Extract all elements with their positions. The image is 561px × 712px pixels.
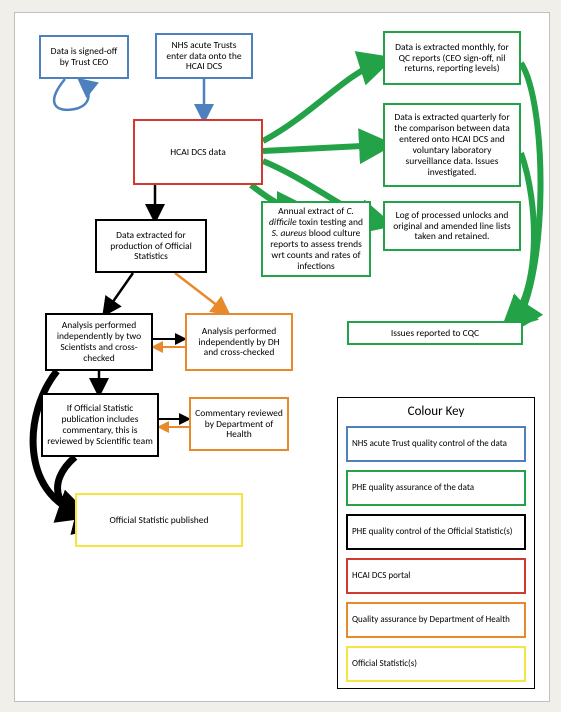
node-analysis-dh: Analysis performed independently by DH a…	[185, 313, 293, 371]
node-text: Data is signed-off by Trust CEO	[45, 46, 123, 68]
arrow-hcai-to-qc2	[263, 145, 383, 151]
arrow-signoff-loop	[54, 79, 88, 110]
node-extract: Data extracted for production of Officia…	[95, 219, 207, 273]
node-text: Data is extracted quarterly for the comp…	[389, 112, 515, 178]
node-commentary: Commentary reviewed by Department of Hea…	[189, 397, 289, 451]
node-text: Analysis performed independently by DH a…	[191, 326, 287, 359]
flowchart-sheet: Data is signed-off by Trust CEO NHS acut…	[14, 12, 550, 702]
node-text: Analysis performed independently by two …	[51, 320, 147, 364]
node-text: Issues reported to CQC	[391, 328, 479, 339]
node-text: Data is extracted monthly, for QC report…	[389, 42, 515, 75]
node-hcai: HCAI DCS data	[133, 119, 263, 185]
colour-key: Colour Key NHS acute Trust quality contr…	[337, 397, 535, 689]
node-text: HCAI DCS data	[170, 147, 226, 158]
node-review: If Official Statistic publication includ…	[41, 393, 159, 457]
node-text: Annual extract of C. difficile toxin tes…	[267, 206, 365, 272]
node-text: Data extracted for production of Officia…	[101, 230, 201, 263]
key-item: Quality assurance by Department of Healt…	[346, 602, 526, 638]
key-title: Colour Key	[338, 398, 534, 419]
key-item: NHS acute Trust quality control of the d…	[346, 426, 526, 462]
node-text: If Official Statistic publication includ…	[47, 403, 153, 447]
key-item: Official Statistic(s)	[346, 646, 526, 682]
node-annual-extract: Annual extract of C. difficile toxin tes…	[261, 201, 371, 277]
node-analysis-phe: Analysis performed independently by two …	[45, 313, 153, 371]
node-qc-monthly: Data is extracted monthly, for QC report…	[383, 31, 521, 85]
node-published: Official Statistic published	[75, 493, 243, 547]
key-item: HCAI DCS portal	[346, 558, 526, 594]
key-item: PHE quality control of the Official Stat…	[346, 514, 526, 550]
node-qc-log: Log of processed unlocks and original an…	[383, 201, 521, 251]
key-item: PHE quality assurance of the data	[346, 470, 526, 506]
node-text: Commentary reviewed by Department of Hea…	[195, 408, 283, 441]
arrow-extract-to-analysisA	[105, 273, 133, 313]
arrow-hcai-to-qc1	[263, 61, 383, 141]
node-text: Official Statistic published	[109, 515, 208, 526]
node-text: NHS acute Trusts enter data onto the HCA…	[161, 40, 247, 73]
node-signoff: Data is signed-off by Trust CEO	[39, 35, 129, 79]
node-qc-quarterly: Data is extracted quarterly for the comp…	[383, 103, 521, 187]
node-enter: NHS acute Trusts enter data onto the HCA…	[155, 33, 253, 79]
arrow-extract-to-analysisB	[175, 273, 227, 313]
node-text: Log of processed unlocks and original an…	[389, 210, 515, 243]
node-issues: Issues reported to CQC	[347, 321, 523, 345]
